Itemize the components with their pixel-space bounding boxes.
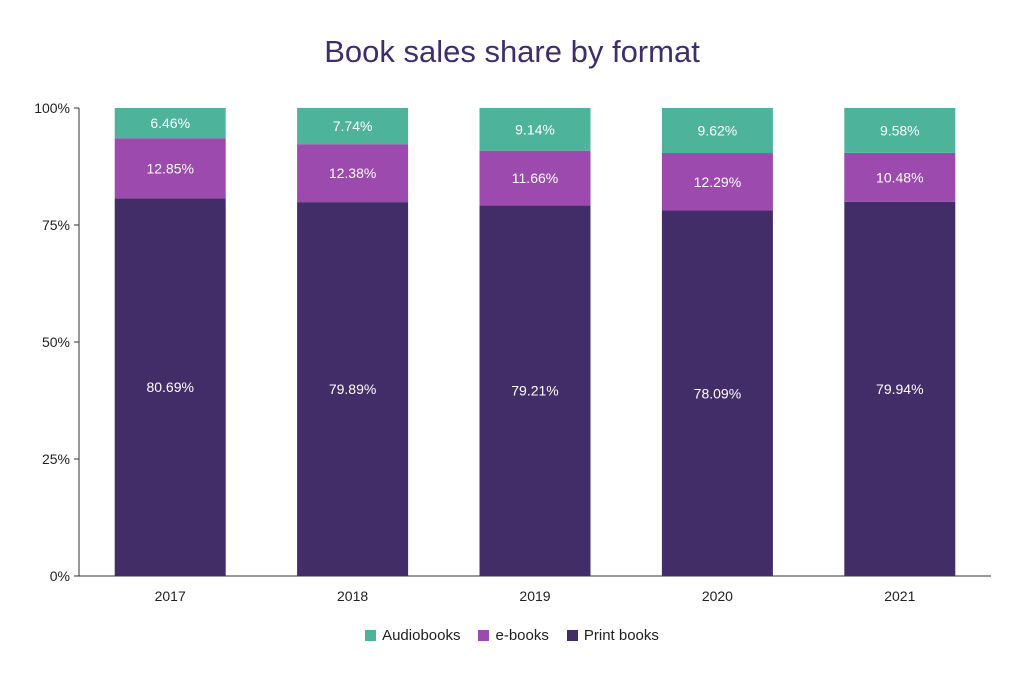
bar-segment <box>661 153 773 211</box>
x-tick-label: 2020 <box>702 588 733 604</box>
bar-segment <box>114 138 226 199</box>
legend-swatch-audiobooks <box>365 630 377 641</box>
data-label: 12.38% <box>329 165 376 181</box>
data-label: 9.14% <box>515 121 555 137</box>
legend-label-ebooks: e-books <box>495 627 549 644</box>
data-label: 79.89% <box>329 381 376 397</box>
data-label: 80.69% <box>146 379 193 395</box>
bar-segment <box>114 108 226 139</box>
legend-swatch-print-books <box>566 630 578 641</box>
bar-segment <box>479 107 591 151</box>
plot-area: 0% 25% 50% 75% 100% 80.69% 12.85% 6.46% 2017 79.8… <box>34 100 991 604</box>
data-label: 6.46% <box>150 115 190 131</box>
y-tick-label: 25% <box>42 451 70 467</box>
y-tick-label: 0% <box>50 568 70 584</box>
x-tick-label: 2019 <box>519 588 550 604</box>
data-label: 11.66% <box>512 170 558 186</box>
data-label: 7.74% <box>333 118 373 134</box>
legend-item-ebooks: e-books <box>478 627 549 644</box>
data-label: 10.48% <box>876 169 923 185</box>
data-label: 12.85% <box>146 160 193 176</box>
y-tick-label: 75% <box>42 217 70 233</box>
y-tick-label: 100% <box>34 100 70 116</box>
bar-segment <box>297 202 409 576</box>
legend-swatch-ebooks <box>478 630 490 641</box>
bar-segment <box>661 210 773 576</box>
bar-segment <box>479 150 591 206</box>
chart-title: Book sales share by format <box>324 34 700 69</box>
x-tick-label: 2021 <box>884 588 915 604</box>
bar-segment <box>114 198 226 577</box>
legend-item-audiobooks: Audiobooks <box>365 627 460 644</box>
y-tick-label: 50% <box>42 334 70 350</box>
data-label: 78.09% <box>694 385 741 401</box>
legend: Audiobooks e-books Print books <box>0 627 1024 644</box>
legend-label-print-books: Print books <box>583 627 659 644</box>
bar-segment <box>844 108 956 153</box>
data-label: 9.62% <box>698 123 738 139</box>
x-tick-label: 2017 <box>155 588 186 604</box>
data-label: 9.58% <box>880 122 920 138</box>
bar-segment <box>844 152 956 202</box>
data-label: 12.29% <box>694 174 741 190</box>
data-label: 79.94% <box>876 381 923 397</box>
legend-label-audiobooks: Audiobooks <box>382 627 461 644</box>
x-tick-label: 2018 <box>337 588 368 604</box>
bar-segment <box>297 107 409 145</box>
bar-segment <box>661 108 773 154</box>
bar-segment <box>479 205 591 577</box>
legend-item-print-books: Print books <box>566 627 659 644</box>
bar-segment <box>297 144 409 203</box>
bar-segment <box>844 201 956 576</box>
data-label: 79.21% <box>511 383 558 399</box>
